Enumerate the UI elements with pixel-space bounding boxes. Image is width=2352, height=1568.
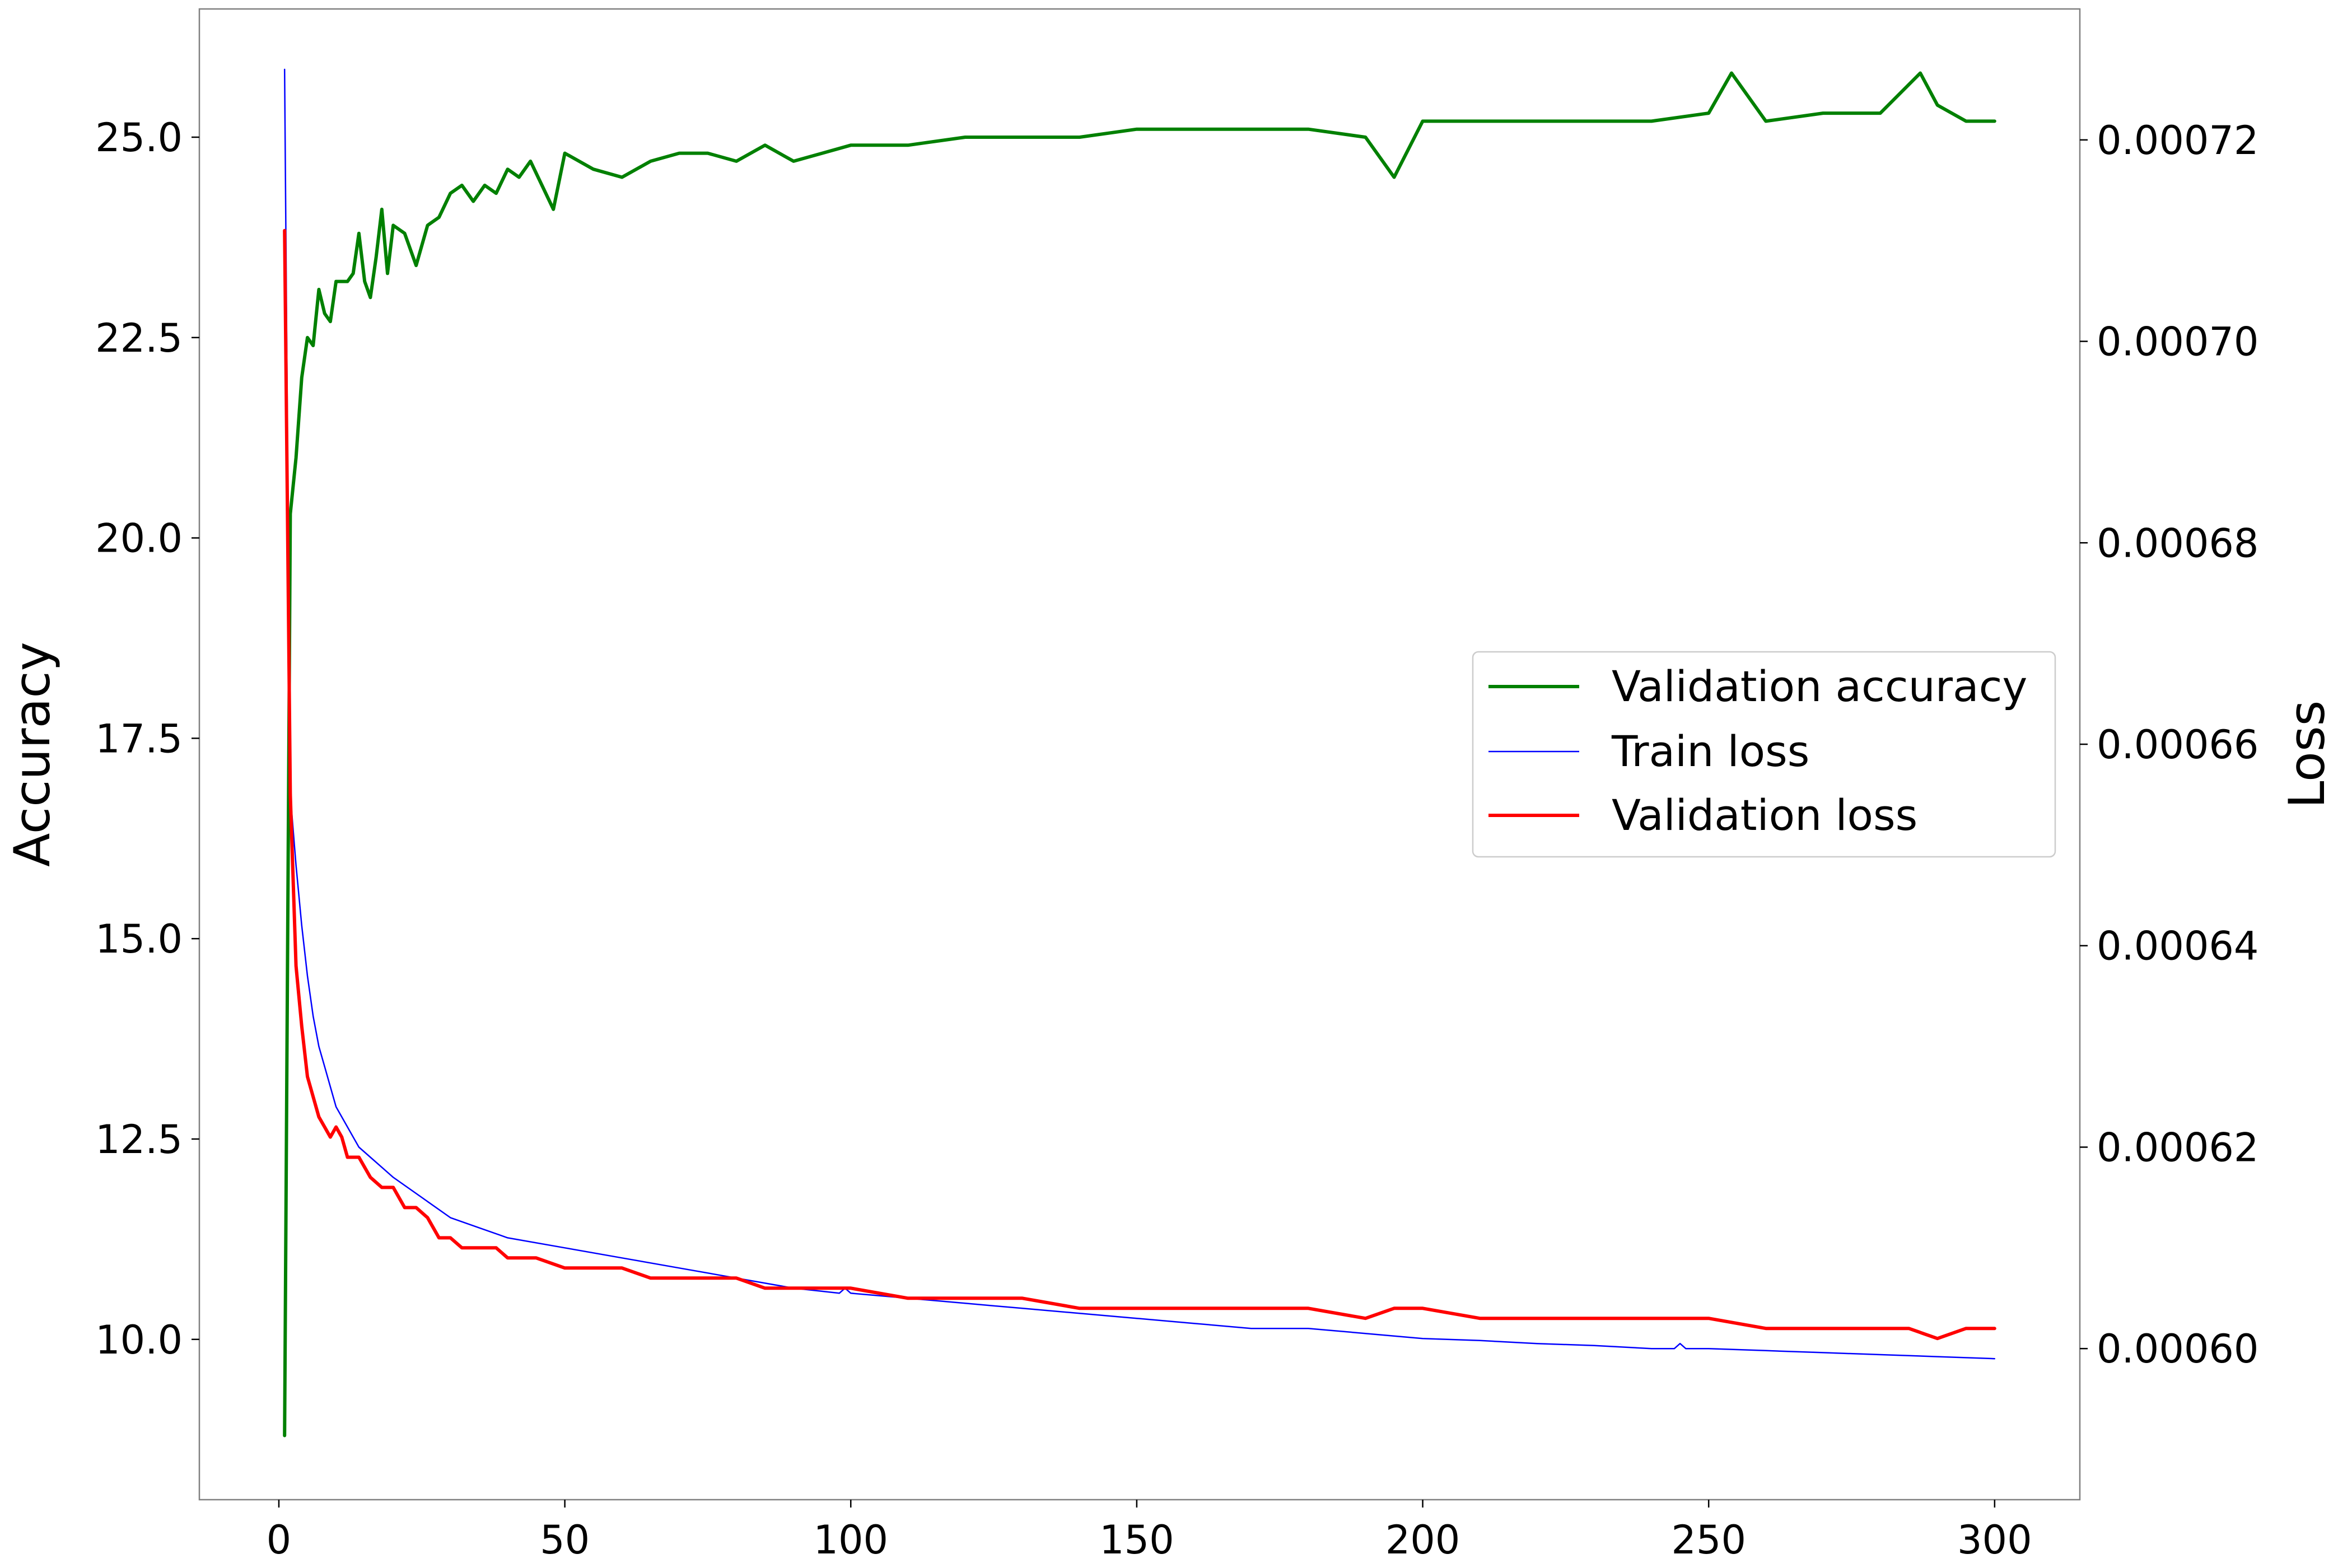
y-right-tick-label: 0.00072 (2097, 118, 2258, 164)
x-tick-label: 200 (1385, 1517, 1460, 1563)
y-left-tick-label: 12.5 (95, 1117, 183, 1163)
y-right-tick-label: 0.00070 (2097, 319, 2258, 365)
plot-frame (198, 8, 2081, 1501)
plot-area (283, 68, 1996, 1438)
y-left-tick-label: 25.0 (95, 115, 183, 161)
y-left-tick-label: 17.5 (95, 716, 183, 762)
series-line-validation-accuracy (283, 71, 1996, 1438)
legend-label-train-loss: Train loss (1611, 726, 1809, 776)
y-right-tick-label: 0.00066 (2097, 722, 2258, 768)
x-tick-label: 150 (1099, 1517, 1174, 1563)
x-tick-label: 0 (267, 1517, 292, 1563)
x-tick-label: 300 (1957, 1517, 2032, 1563)
x-tick-label: 50 (540, 1517, 590, 1563)
legend-label-validation-accuracy: Validation accuracy (1612, 661, 2027, 711)
y-left-tick-label: 15.0 (95, 916, 183, 962)
y-left-tick-label: 10.0 (95, 1317, 183, 1363)
y-left-tick-label: 20.0 (95, 516, 183, 562)
y-right-tick-label: 0.00064 (2097, 923, 2258, 969)
legend-box (1472, 651, 2056, 858)
y-left-tick-label: 22.5 (95, 315, 183, 361)
x-tick-label: 100 (813, 1517, 888, 1563)
y-axis-right-label: Loss (2278, 700, 2336, 808)
y-right-tick-label: 0.00062 (2097, 1124, 2258, 1170)
x-tick-label: 250 (1671, 1517, 1746, 1563)
y-right-tick-label: 0.00060 (2097, 1326, 2258, 1372)
x-axis: 0 50 100 150 200 250 300 (267, 1500, 2032, 1563)
legend: Validation accuracy Train loss Validatio… (1472, 651, 2056, 858)
y-axis-left: 10.0 12.5 15.0 17.5 20.0 22.5 25.0 (95, 115, 199, 1363)
series-line-train-loss (283, 68, 1996, 1360)
series-line-validation-loss (283, 228, 1996, 1341)
y-axis-right: 0.00060 0.00062 0.00064 0.00066 0.00068 0.000… (2080, 118, 2258, 1372)
y-right-tick-label: 0.00068 (2097, 520, 2258, 566)
y-axis-left-label: Accuracy (3, 642, 61, 867)
legend-label-validation-loss: Validation loss (1612, 790, 1917, 840)
